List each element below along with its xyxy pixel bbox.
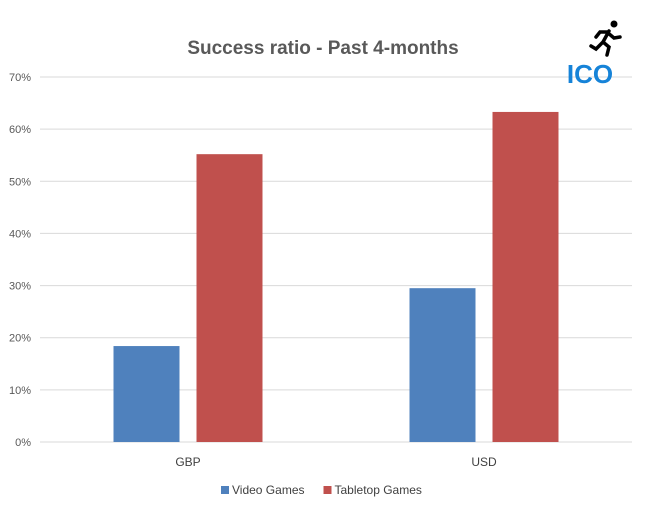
legend-swatch — [323, 486, 332, 494]
y-tick-label: 70% — [9, 72, 31, 84]
legend-label: Video Games — [232, 483, 305, 497]
y-tick-label: 40% — [9, 228, 31, 240]
bar-video-games-usd — [409, 288, 476, 442]
x-category-label: USD — [471, 455, 497, 469]
legend-label: Tabletop Games — [335, 483, 422, 497]
y-tick-label: 50% — [9, 176, 31, 188]
x-category-label: GBP — [175, 455, 200, 469]
y-tick-label: 0% — [15, 437, 31, 449]
legend-swatch — [221, 486, 229, 494]
bar-tabletop-games-usd — [492, 111, 559, 442]
y-tick-label: 10% — [9, 385, 31, 397]
chart-title: Success ratio - Past 4-months — [187, 38, 458, 59]
y-tick-label: 30% — [9, 281, 31, 293]
bar-tabletop-games-gbp — [196, 154, 263, 442]
bar-video-games-gbp — [113, 346, 180, 442]
y-tick-label: 60% — [9, 124, 31, 136]
running-person-icon — [589, 20, 622, 57]
logo: ICO — [567, 20, 622, 89]
y-tick-label: 20% — [9, 333, 31, 345]
logo-text: ICO — [567, 59, 613, 89]
